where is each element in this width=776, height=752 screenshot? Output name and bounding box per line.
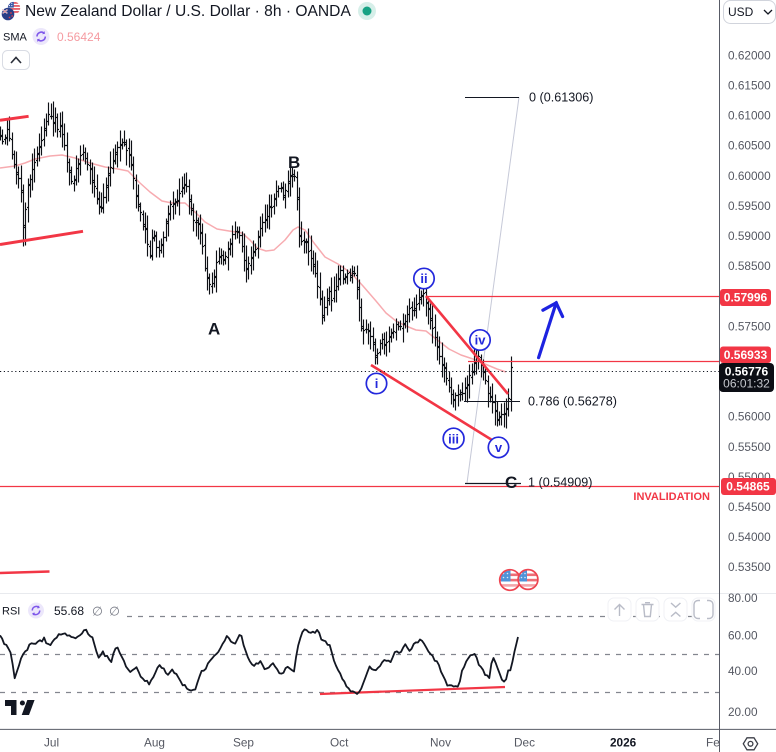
svg-text:C: C (505, 473, 517, 492)
svg-text:i: i (375, 376, 379, 391)
svg-text:55.68: 55.68 (54, 604, 84, 618)
svg-text:∅: ∅ (92, 605, 103, 619)
svg-text:20.00: 20.00 (728, 705, 758, 719)
svg-text:0.60000: 0.60000 (728, 169, 771, 183)
svg-text:0.54000: 0.54000 (728, 530, 771, 544)
svg-text:ii: ii (420, 271, 427, 286)
svg-text:0.786 (0.56278): 0.786 (0.56278) (528, 395, 617, 409)
svg-text:0.56424: 0.56424 (57, 30, 101, 44)
svg-text:0.58500: 0.58500 (728, 259, 771, 273)
svg-text:06:01:32: 06:01:32 (723, 377, 770, 391)
svg-text:Fe: Fe (706, 736, 720, 750)
svg-text:iv: iv (475, 333, 487, 348)
svg-text:Oct: Oct (330, 736, 349, 750)
svg-text:0.59500: 0.59500 (728, 199, 771, 213)
svg-text:RSI: RSI (2, 606, 20, 618)
svg-text:0.56933: 0.56933 (724, 348, 768, 362)
svg-text:∅: ∅ (109, 605, 120, 619)
svg-text:2026: 2026 (610, 736, 637, 750)
svg-text:0.59000: 0.59000 (728, 229, 771, 243)
svg-text:SMA: SMA (3, 32, 28, 44)
svg-text:0 (0.61306): 0 (0.61306) (529, 91, 593, 105)
svg-text:Sep: Sep (233, 736, 254, 750)
svg-text:60.00: 60.00 (728, 628, 758, 642)
svg-text:80.00: 80.00 (728, 591, 758, 605)
svg-text:0.53500: 0.53500 (728, 560, 771, 574)
svg-text:INVALIDATION: INVALIDATION (633, 491, 710, 503)
svg-text:USD: USD (728, 5, 754, 19)
svg-text:0.62000: 0.62000 (728, 48, 771, 62)
svg-text:0.57500: 0.57500 (728, 319, 771, 333)
svg-text:Jul: Jul (44, 736, 59, 750)
svg-text:0.61500: 0.61500 (728, 79, 771, 93)
svg-text:0.61000: 0.61000 (728, 109, 771, 123)
svg-text:v: v (495, 440, 503, 455)
svg-text:Nov: Nov (430, 736, 451, 750)
svg-text:0.60500: 0.60500 (728, 139, 771, 153)
svg-text:A: A (208, 320, 220, 339)
svg-text:Dec: Dec (514, 736, 535, 750)
svg-text:0.54865: 0.54865 (726, 480, 770, 494)
svg-text:0.57996: 0.57996 (724, 291, 768, 305)
svg-text:iii: iii (448, 431, 459, 446)
svg-text:0.55500: 0.55500 (728, 440, 771, 454)
svg-text:Aug: Aug (144, 736, 165, 750)
svg-text:1 (0.54909): 1 (0.54909) (528, 476, 592, 490)
svg-text:New Zealand Dollar / U.S. Doll: New Zealand Dollar / U.S. Dollar · 8h · … (25, 3, 351, 20)
svg-text:40.00: 40.00 (728, 664, 758, 678)
svg-text:0.56000: 0.56000 (728, 410, 771, 424)
svg-text:0.56776: 0.56776 (725, 365, 769, 379)
svg-text:B: B (288, 153, 300, 172)
svg-text:0.54500: 0.54500 (728, 500, 771, 514)
